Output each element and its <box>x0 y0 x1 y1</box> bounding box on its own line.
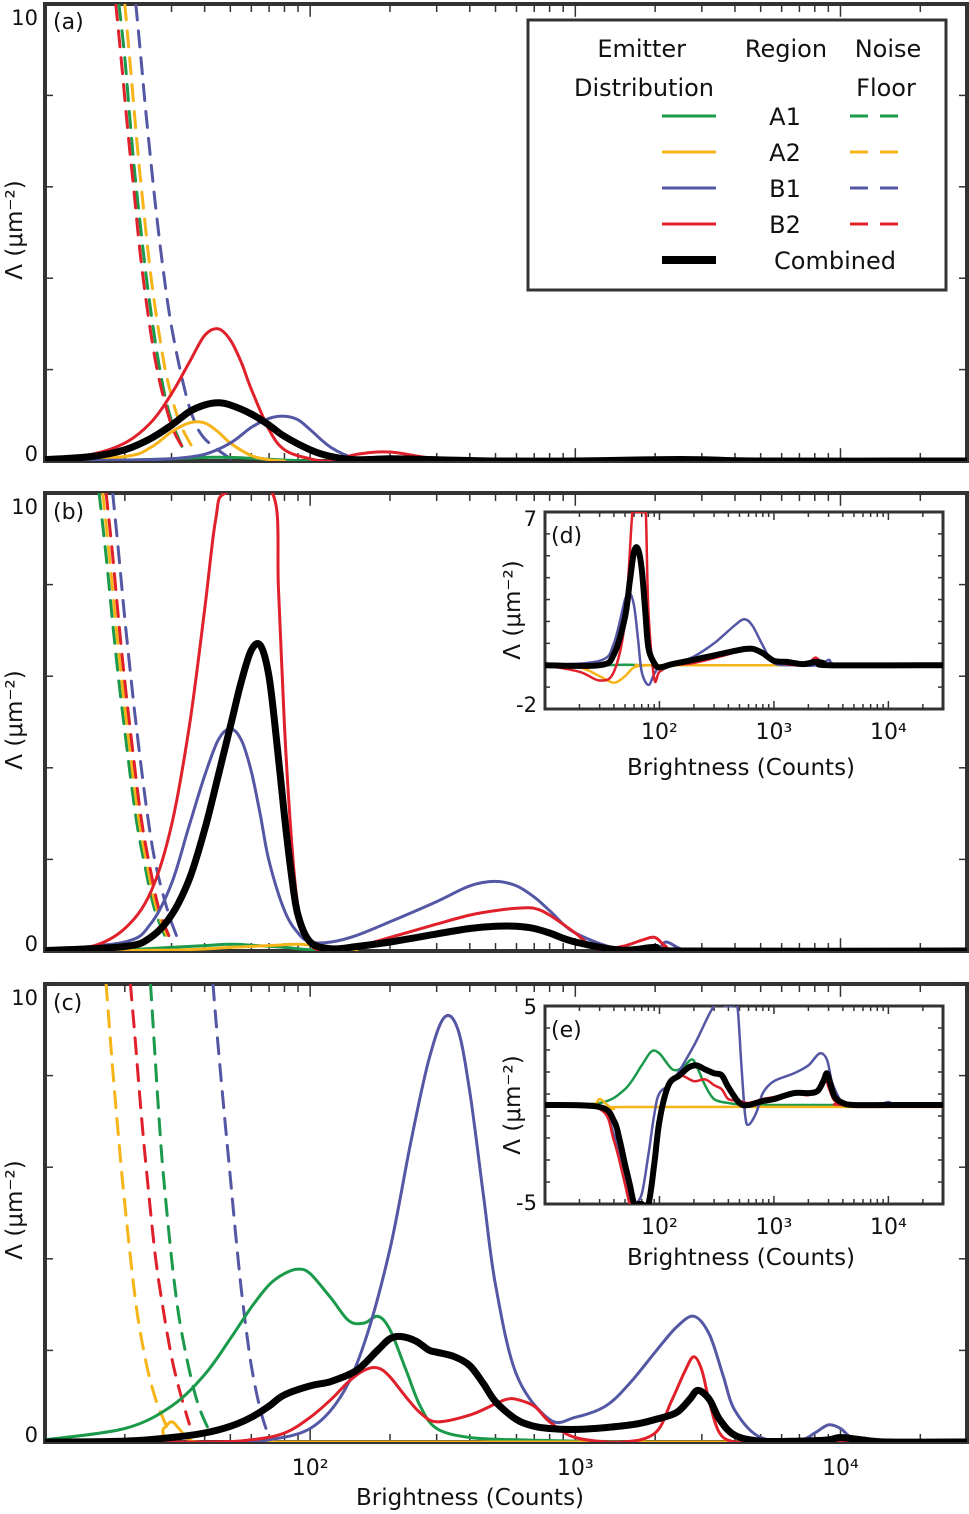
panel-c-ytick-top: 10 <box>11 986 38 1010</box>
legend-label-combined: Combined <box>774 247 896 275</box>
legend-header-emitter: Emitter <box>597 35 686 63</box>
series-line-combined <box>545 1062 943 1204</box>
x-tick-label: 10² <box>292 1456 329 1481</box>
x-tick-label: 10² <box>641 1215 678 1240</box>
series-line-b1-noise-floor <box>111 493 181 944</box>
series-line-a2-noise-floor <box>123 4 194 450</box>
panel-c-xlabel: Brightness (Counts) <box>356 1485 584 1511</box>
inset-d-ytick-bottom: -2 <box>516 693 537 717</box>
series-line-b2 <box>45 327 967 461</box>
series-line-b1 <box>45 1013 967 1442</box>
x-tick-label: 10³ <box>756 720 793 745</box>
legend-label-b1: B1 <box>769 175 801 203</box>
series-line-combined <box>45 399 967 461</box>
panel-b-letter: (b) <box>53 500 84 525</box>
legend-label-a1: A1 <box>769 103 801 131</box>
legend-label-b2: B2 <box>769 211 801 239</box>
inset-d-plot-area <box>545 512 943 687</box>
x-tick-label: 10⁴ <box>870 720 907 745</box>
panel-a-ylabel: Λ (μm⁻²) <box>2 180 28 279</box>
series-line-a1-noise-floor <box>149 984 212 1435</box>
x-tick-label: 10² <box>641 720 678 745</box>
inset-d: 7 -2 Λ (μm⁻²) (d) Brightness (Counts) 10… <box>500 507 945 781</box>
panel-b-ylabel: Λ (μm⁻²) <box>2 670 28 769</box>
panel-b-ytick-zero: 0 <box>25 932 38 956</box>
inset-d-ylabel: Λ (μm⁻²) <box>500 560 526 659</box>
legend-header-noise: Noise <box>855 35 922 63</box>
series-line-b2-noise-floor <box>114 4 184 450</box>
legend-header-region: Region <box>745 35 827 63</box>
series-line-combined <box>45 640 967 951</box>
series-line-a2 <box>545 663 943 684</box>
inset-d-ytick-top: 7 <box>524 507 537 531</box>
inset-e-xlabel: Brightness (Counts) <box>627 1245 855 1271</box>
series-line-a1-noise-floor <box>97 493 170 944</box>
legend-header-distribution: Distribution <box>574 74 714 102</box>
panel-c-letter: (c) <box>53 991 82 1016</box>
panel-a: 10 0 Λ (μm⁻²) (a) <box>2 2 969 466</box>
series-line-b2-noise-floor <box>104 493 173 944</box>
inset-e-plot-area <box>545 1006 943 1204</box>
panel-b-plot-area <box>45 493 967 951</box>
inset-d-xlabel: Brightness (Counts) <box>627 755 855 781</box>
panel-c-ytick-zero: 0 <box>25 1423 38 1447</box>
series-line-combined <box>45 1332 967 1442</box>
series-line-a1 <box>45 1267 657 1442</box>
x-tick-label: 10⁴ <box>822 1456 859 1481</box>
x-tick-label: 10³ <box>756 1215 793 1240</box>
series-line-a2-noise-floor <box>104 984 173 1439</box>
panel-c-ylabel: Λ (μm⁻²) <box>2 1160 28 1259</box>
series-line-a2-noise-floor <box>101 493 172 944</box>
series-line-b2 <box>45 493 967 951</box>
legend: Emitter Distribution Region Noise Floor … <box>526 18 948 292</box>
inset-d-letter: (d) <box>551 524 582 549</box>
panel-c-ticks: 10² 10³ 10⁴ <box>44 983 968 1481</box>
panel-b: 10 0 Λ (μm⁻²) (b) <box>2 491 969 956</box>
series-line-a2 <box>45 420 286 461</box>
panel-a-ytick-zero: 0 <box>25 442 38 466</box>
inset-e-ylabel: Λ (μm⁻²) <box>500 1055 526 1154</box>
x-tick-label: 10³ <box>557 1456 594 1481</box>
series-line-b1-noise-floor <box>211 984 271 1439</box>
panel-c-plot-area <box>45 984 967 1442</box>
series-line-b2 <box>45 1355 967 1442</box>
series-line-b1-noise-floor <box>134 4 232 461</box>
series-line-b2-noise-floor <box>128 984 191 1426</box>
inset-e-letter: (e) <box>551 1018 582 1043</box>
inset-e-ytick-top: 5 <box>524 995 537 1019</box>
panel-b-ytick-top: 10 <box>11 495 38 519</box>
series-line-b1 <box>45 414 392 461</box>
panel-b-frame <box>43 491 969 953</box>
x-tick-label: 10⁴ <box>870 1215 907 1240</box>
series-line-a1-noise-floor <box>117 4 184 450</box>
panel-a-letter: (a) <box>53 10 84 35</box>
panel-a-ytick-top: 10 <box>11 6 38 30</box>
series-line-combined <box>545 544 943 671</box>
panel-a-plot-area <box>45 4 967 461</box>
panel-c: 10 0 Λ (μm⁻²) (c) Brightness (Counts) 10… <box>2 982 969 1511</box>
legend-box <box>526 18 948 292</box>
legend-header-floor: Floor <box>856 74 916 102</box>
legend-label-a2: A2 <box>769 139 801 167</box>
inset-e: 5 -5 Λ (μm⁻²) (e) Brightness (Counts) 10… <box>500 995 945 1271</box>
inset-e-ytick-bottom: -5 <box>516 1191 537 1215</box>
inset-d-ticks: 10² 10³ 10⁴ <box>544 511 944 745</box>
